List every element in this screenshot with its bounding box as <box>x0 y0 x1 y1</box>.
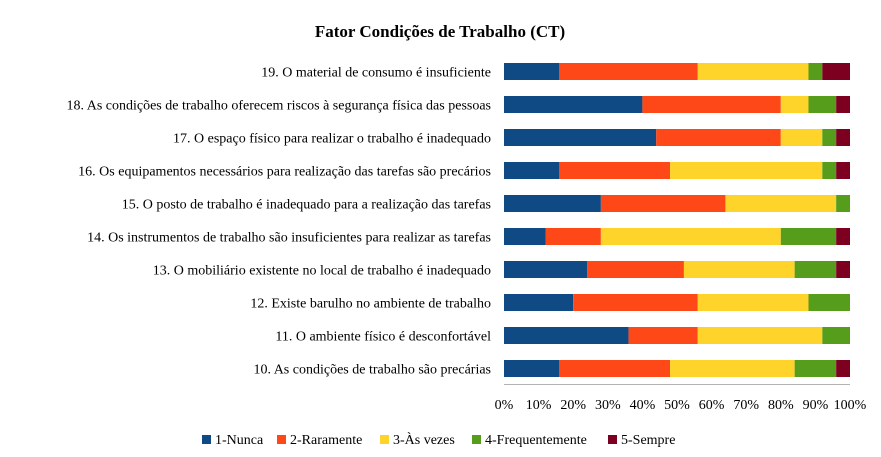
legend: 1-Nunca 2-Raramente 3-Às vezes 4-Frequentem… <box>202 431 675 448</box>
bar-segment <box>504 360 560 377</box>
bar-segment <box>573 294 698 311</box>
bar-segment <box>504 228 546 245</box>
category-label: 14. Os instrumentos de trabalho são insu… <box>87 231 491 246</box>
bar-segment <box>504 261 588 278</box>
x-tick-label: 60% <box>699 398 725 413</box>
bar-segment <box>780 96 809 113</box>
legend-swatch <box>608 435 617 444</box>
x-tick-label: 0% <box>495 398 514 413</box>
bar-segment <box>822 63 850 80</box>
category-label: 11. O ambiente físico é desconfortável <box>275 330 491 345</box>
bar-segment <box>559 63 698 80</box>
legend-label: 1-Nunca <box>215 433 264 448</box>
category-label: 19. O material de consumo é insuficiente <box>261 66 491 81</box>
bar-segment <box>822 327 850 344</box>
bar-segment <box>780 228 837 245</box>
bar-segment <box>780 129 823 146</box>
bar-segment <box>642 96 781 113</box>
bar-segment <box>587 261 684 278</box>
bar-segment <box>600 195 726 212</box>
bar-segment <box>504 96 643 113</box>
bar-segment <box>836 129 850 146</box>
category-label: 16. Os equipamentos necessários para rea… <box>78 165 491 180</box>
category-label: 12. Existe barulho no ambiente de trabal… <box>250 297 491 312</box>
bar-segment <box>808 294 850 311</box>
category-label: 18. As condições de trabalho oferecem ri… <box>66 99 491 114</box>
x-tick-label: 20% <box>560 398 586 413</box>
bar-segment <box>697 294 809 311</box>
x-tick-label: 80% <box>768 398 794 413</box>
legend-label: 3-Às vezes <box>393 431 455 448</box>
bar-segment <box>504 294 574 311</box>
category-label: 13. O mobiliário existente no local de t… <box>153 264 491 279</box>
x-tick-label: 50% <box>664 398 690 413</box>
x-tick-label: 90% <box>803 398 829 413</box>
x-axis: 0% 10% 20% 30% 40% 50% 60% 70% 80% 90% 100% <box>495 384 867 413</box>
x-tick-label: 40% <box>630 398 656 413</box>
legend-swatch <box>277 435 286 444</box>
legend-swatch <box>472 435 481 444</box>
bar-segment <box>822 162 837 179</box>
x-tick-label: 30% <box>595 398 621 413</box>
bar-segment <box>545 228 601 245</box>
bar-segment <box>628 327 698 344</box>
chart-title: Fator Condições de Trabalho (CT) <box>315 22 565 41</box>
bar-segment <box>836 162 850 179</box>
category-label: 10. As condições de trabalho são precári… <box>253 363 491 378</box>
bar-segment <box>836 195 850 212</box>
bar-segment <box>808 96 837 113</box>
category-label: 15. O posto de trabalho é inadequado par… <box>122 198 491 213</box>
bar-segment <box>504 162 560 179</box>
bar-segment <box>559 360 671 377</box>
bar-segment <box>836 360 850 377</box>
bar-segment <box>600 228 781 245</box>
bar-segment <box>836 228 850 245</box>
legend-label: 2-Raramente <box>290 433 362 448</box>
bar-segment <box>794 360 837 377</box>
bar-segment <box>725 195 837 212</box>
bar-segment <box>670 360 795 377</box>
legend-label: 5-Sempre <box>621 433 675 448</box>
bar-segment <box>697 63 809 80</box>
bar-segment <box>670 162 823 179</box>
bar-segment <box>683 261 795 278</box>
category-label: 17. O espaço físico para realizar o trab… <box>173 132 491 147</box>
plot-area: 19. O material de consumo é insuficiente… <box>66 63 850 378</box>
bar-segment <box>836 261 850 278</box>
bar-segment <box>808 63 823 80</box>
bar-segment <box>504 129 657 146</box>
bar-segment <box>836 96 850 113</box>
bar-segment <box>504 327 629 344</box>
legend-swatch <box>380 435 389 444</box>
bar-segment <box>697 327 823 344</box>
bar-segment <box>794 261 837 278</box>
bar-segment <box>504 195 601 212</box>
x-tick-label: 70% <box>733 398 759 413</box>
bar-segment <box>504 63 560 80</box>
bar-segment <box>559 162 671 179</box>
x-tick-label: 100% <box>834 398 867 413</box>
bar-segment <box>656 129 781 146</box>
bar-segment <box>822 129 837 146</box>
legend-swatch <box>202 435 211 444</box>
legend-label: 4-Frequentemente <box>485 433 587 448</box>
x-tick-label: 10% <box>526 398 552 413</box>
